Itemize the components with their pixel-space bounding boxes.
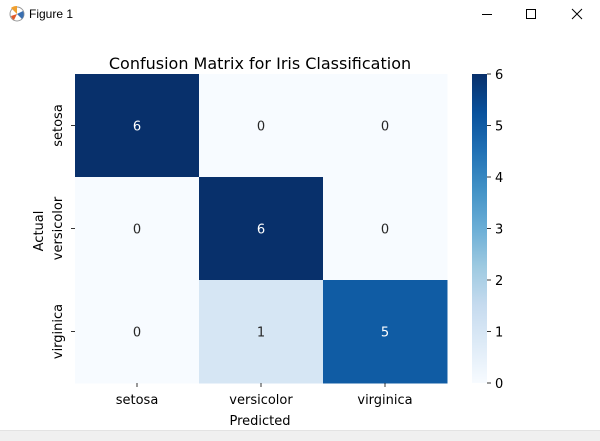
heatmap-cell-2-1 [199,280,324,384]
x-axis-label: Predicted [229,414,290,429]
heatmap-cell-1-2 [323,177,448,281]
y-axis-ticks: setosa versicolor virginica [51,104,75,359]
window-title: Figure 1 [29,7,74,21]
maximize-button[interactable] [508,0,554,28]
cell-value-label-1-1: 6 [257,223,265,238]
status-bar [0,430,600,441]
cell-value-label-1-0: 0 [133,223,141,238]
maximize-icon [526,9,536,19]
y-tick-label-0: setosa [51,104,66,147]
heatmap-cell-0-0 [75,74,200,178]
colorbar-tick-label-0: 0 [495,377,503,392]
heatmap-annotations: 6 0 0 0 6 0 0 1 5 [133,120,389,341]
close-button[interactable] [554,0,600,28]
y-tick-label-1: versicolor [51,196,66,260]
x-axis-ticks: setosa versicolor virginica [116,383,413,408]
x-tick-label-0: setosa [116,393,159,408]
chart-title: Confusion Matrix for Iris Classification [109,54,411,73]
cell-value-label-0-1: 0 [257,120,265,135]
colorbar [472,74,487,383]
matplotlib-app-icon [9,5,25,22]
window-titlebar: Figure 1 [0,0,600,28]
colorbar-tick-label-4: 4 [495,171,503,186]
heatmap-cell-0-1 [199,74,324,178]
heatmap-cell-2-0 [75,280,200,384]
heatmap-cell-1-1 [199,177,324,281]
colorbar-ticks: 0 1 2 3 4 5 6 [487,68,503,392]
y-axis-label: Actual [32,211,47,252]
cell-value-label-1-2: 0 [381,223,389,238]
colorbar-tick-label-5: 5 [495,120,503,135]
colorbar-tick-label-2: 2 [495,274,503,289]
heatmap-cell-2-2 [323,280,448,384]
colorbar-tick-label-1: 1 [495,326,503,341]
x-tick-label-2: virginica [357,393,412,408]
confusion-matrix-chart: Confusion Matrix for Iris Classification… [32,54,503,429]
x-tick-label-1: versicolor [229,393,293,408]
minimize-button[interactable] [464,0,510,28]
heatmap-cell-1-0 [75,177,200,281]
figure-canvas: Confusion Matrix for Iris Classification… [0,28,600,430]
close-icon [571,8,583,20]
cell-value-label-2-0: 0 [133,326,141,341]
cell-value-label-2-2: 5 [381,326,389,341]
cell-value-label-0-0: 6 [133,120,141,135]
heatmap-cell-0-2 [323,74,448,178]
minimize-icon [482,14,492,15]
heatmap-cells [75,74,448,384]
cell-value-label-2-1: 1 [257,326,265,341]
cell-value-label-0-2: 0 [381,120,389,135]
y-tick-label-2: virginica [51,304,66,359]
colorbar-tick-label-3: 3 [495,223,503,238]
colorbar-tick-label-6: 6 [495,68,503,83]
